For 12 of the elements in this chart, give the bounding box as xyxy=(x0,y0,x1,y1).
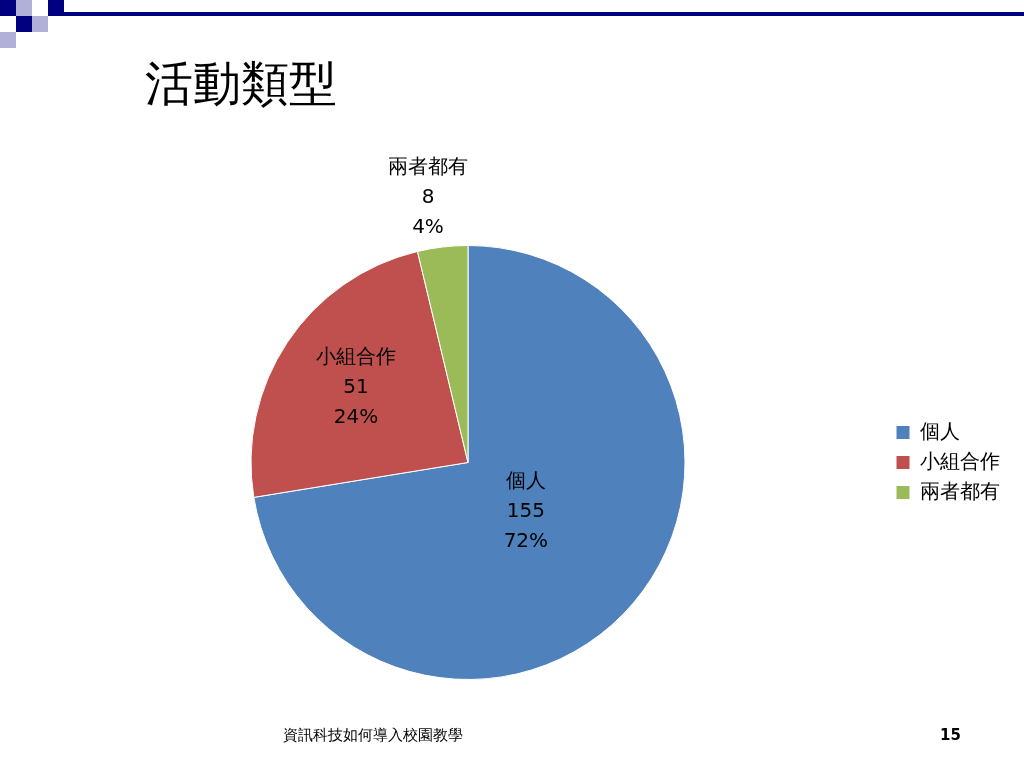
chart-title: 活動類型 xyxy=(145,54,337,113)
data-label: 155 72% xyxy=(503,497,549,552)
legend-label: 個人 xyxy=(920,420,960,443)
legend-label: 小組合作 xyxy=(920,450,1000,473)
data-label: 51 24% xyxy=(333,374,379,429)
slice-label: 兩者都有 xyxy=(388,153,468,178)
slice-label: 個人 xyxy=(505,467,546,492)
text: 15 xyxy=(940,726,961,744)
slice-label: 小組合作 xyxy=(316,344,396,369)
data-label: 8 4% xyxy=(412,183,444,238)
legend-label: 兩者都有 xyxy=(920,480,1000,503)
text: 資訊科技如何導入校園教學 xyxy=(283,726,463,745)
